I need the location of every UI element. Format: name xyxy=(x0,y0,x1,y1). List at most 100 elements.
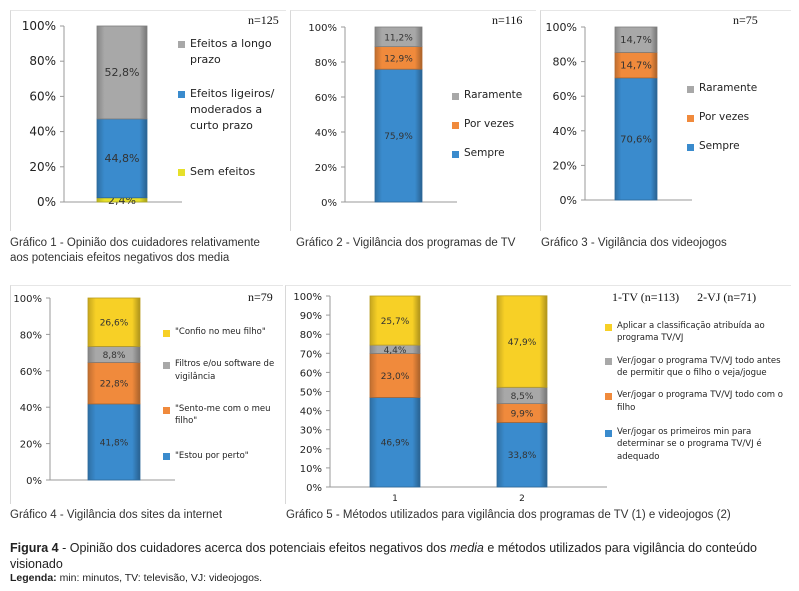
legend-label: Aplicar a classificação atribuída ao pro… xyxy=(617,321,765,344)
chart-2: 0% 20% 40% 60% 80% 100% 75,9% 12,9% 11,2% xyxy=(308,23,457,209)
y-tick-label: 40% xyxy=(315,128,337,139)
y-tick-label: 60% xyxy=(29,89,56,103)
chart-2-caption: Gráfico 2 - Vigilância dos programas de … xyxy=(296,237,516,249)
chart-5: 0%10%20%30%40%50%60%70%80%90%100%46,9%23… xyxy=(293,292,607,504)
legend-label: Ver/jogar o programa TV/VJ todo antes de… xyxy=(617,355,781,378)
y-tick-label: 80% xyxy=(20,330,42,341)
chart-1-n: n=125 xyxy=(248,13,279,27)
bar-segment xyxy=(369,295,421,346)
bar-segment xyxy=(87,297,141,347)
chart-2-n: n=116 xyxy=(492,13,523,27)
data-label: 22,8% xyxy=(100,380,129,390)
y-tick-label: 80% xyxy=(29,54,56,68)
data-label: 8,5% xyxy=(511,392,534,402)
chart-panel-3 xyxy=(540,10,791,231)
legend-label: Por vezes xyxy=(464,118,515,131)
data-label: 52,8% xyxy=(105,66,140,79)
data-label: 25,7% xyxy=(381,317,410,327)
chart-3-n: n=75 xyxy=(733,13,758,27)
legend-item: Aplicar a classificação atribuída ao pro… xyxy=(605,320,790,345)
y-tick-label: 60% xyxy=(20,367,42,378)
y-tick-label: 100% xyxy=(308,23,337,34)
data-label: 75,9% xyxy=(384,132,413,142)
legend-label: Ver/jogar os primeiros min para determin… xyxy=(617,426,762,462)
chart-5-caption: Gráfico 5 - Métodos utilizados para vigi… xyxy=(286,509,731,521)
figure-caption: Figura 4 - Opinião dos cuidadores acerca… xyxy=(10,540,790,572)
legend-swatch xyxy=(178,168,185,176)
legend-item: "Estou por perto" xyxy=(163,450,285,462)
chart-4-legend: "Confio no meu filho" Filtros e/ou softwa… xyxy=(163,326,285,462)
x-tick-label: 2 xyxy=(519,494,525,504)
legend-swatch xyxy=(605,393,612,401)
data-label: 12,9% xyxy=(384,54,413,64)
legend-label: "Confio no meu filho" xyxy=(175,327,266,337)
legend-label: Sempre xyxy=(464,147,505,160)
legend-swatch xyxy=(163,453,170,461)
legend-item: "Sento-me com o meu filho" xyxy=(163,403,285,428)
chart-panel-5 xyxy=(285,285,791,504)
legend-swatch xyxy=(687,144,694,152)
y-tick-label: 80% xyxy=(315,58,337,69)
data-label: 70,6% xyxy=(620,134,652,145)
bar-segment xyxy=(96,25,148,120)
legend-swatch xyxy=(687,85,694,93)
data-label: 47,9% xyxy=(508,338,537,348)
y-tick-label: 20% xyxy=(315,163,337,174)
chart-4-n: n=79 xyxy=(248,290,273,304)
data-label: 41,8% xyxy=(100,438,129,448)
data-label: 9,9% xyxy=(511,409,534,419)
y-tick-label: 100% xyxy=(293,292,322,303)
y-tick-label: 0% xyxy=(560,194,577,207)
y-tick-label: 90% xyxy=(300,311,322,322)
y-tick-label: 70% xyxy=(300,349,322,360)
legend-swatch xyxy=(163,329,170,337)
data-label: 33,8% xyxy=(508,451,537,461)
figure-caption-text: - Opinião dos cuidadores acerca dos pote… xyxy=(58,541,450,555)
y-tick-label: 50% xyxy=(300,388,322,399)
y-tick-label: 20% xyxy=(553,159,577,172)
legend-label: Efeitos ligeiros/ moderados a curto praz… xyxy=(190,86,275,132)
y-tick-label: 40% xyxy=(20,403,42,414)
bar-segment xyxy=(87,362,141,405)
legend-swatch xyxy=(605,429,612,437)
data-label: 4,4% xyxy=(384,346,407,356)
legend-swatch xyxy=(163,406,170,414)
legend-label: Por vezes xyxy=(699,111,750,124)
bar-segment xyxy=(614,26,658,53)
legend-swatch xyxy=(163,362,170,370)
y-tick-label: 20% xyxy=(29,160,56,174)
bar-segment xyxy=(614,77,658,201)
bar-segment xyxy=(87,403,141,481)
figure-caption-italic: media xyxy=(449,541,484,555)
legend-label: Raramente xyxy=(464,89,523,101)
legend-item: Ver/jogar o programa TV/VJ todo antes de… xyxy=(605,355,790,380)
chart-3-legend: Raramente Por vezes Sempre xyxy=(687,81,787,155)
data-label: 44,8% xyxy=(105,152,140,165)
bar-segment xyxy=(614,52,658,79)
y-tick-label: 60% xyxy=(553,90,577,103)
legend-item: Raramente xyxy=(452,88,537,103)
y-tick-label: 100% xyxy=(22,19,56,33)
bar-segment xyxy=(96,118,148,199)
y-tick-label: 60% xyxy=(315,93,337,104)
y-tick-label: 0% xyxy=(306,483,322,494)
bar-segment xyxy=(374,26,423,48)
y-tick-label: 40% xyxy=(553,125,577,138)
data-label: 23,0% xyxy=(381,372,410,382)
legend-item: Efeitos a longo prazo xyxy=(178,36,278,68)
legend-label: Filtros e/ou software de vigilância xyxy=(175,359,275,382)
chart-2-legend: Raramente Por vezes Sempre xyxy=(452,88,537,162)
chart-3-caption: Gráfico 3 - Vigilância dos videojogos xyxy=(541,237,727,249)
y-tick-label: 100% xyxy=(13,294,42,305)
figure-caption-text-2: e métodos utilizados para vigilância do … xyxy=(10,541,757,571)
y-tick-label: 10% xyxy=(300,464,322,475)
legend-label: "Estou por perto" xyxy=(175,450,249,461)
x-tick-label: 1 xyxy=(392,494,398,504)
data-label: 46,9% xyxy=(381,439,410,449)
data-label: 11,2% xyxy=(384,33,413,43)
y-tick-label: 100% xyxy=(546,21,577,34)
y-tick-label: 80% xyxy=(300,330,322,341)
legend-item: "Confio no meu filho" xyxy=(163,326,285,338)
y-tick-label: 20% xyxy=(300,445,322,456)
